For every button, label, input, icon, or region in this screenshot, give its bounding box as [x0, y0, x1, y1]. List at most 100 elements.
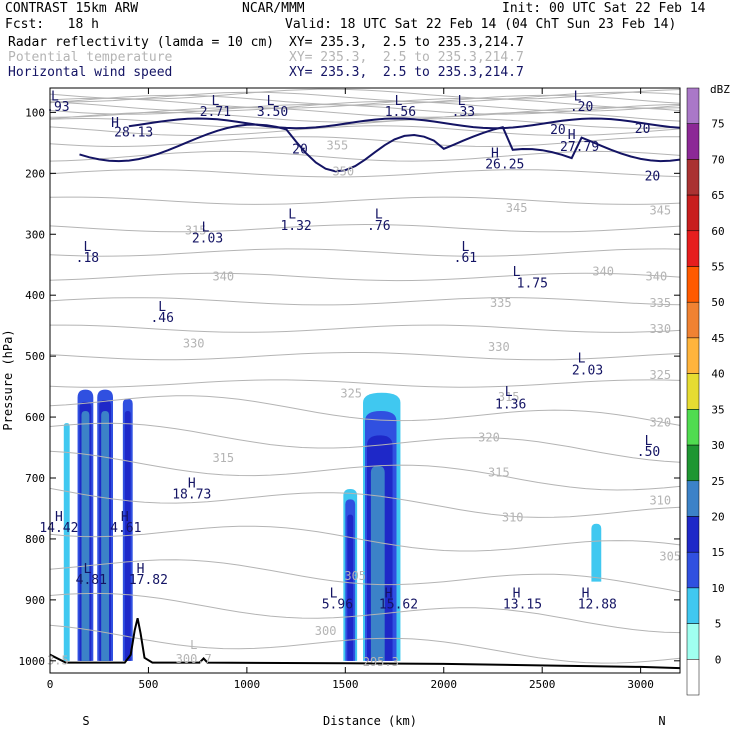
wind-label-49: 4.81 — [76, 573, 107, 588]
wind-label-27: 2.03 — [192, 232, 223, 247]
wind-label-8: L — [395, 94, 403, 109]
theta-isentrope-15 — [50, 248, 680, 257]
theta-isentrope-22 — [50, 422, 680, 463]
theta-isentrope-10 — [50, 136, 680, 148]
x-tick-label-2000: 2000 — [431, 678, 458, 691]
reflectivity-cell-15 — [370, 465, 385, 661]
wind-label-55: 15.62 — [379, 597, 418, 612]
wind-label-17: 20 — [635, 122, 651, 137]
colorbar-label-65: 65 — [711, 189, 724, 202]
theta-label-9: 335 — [649, 296, 671, 310]
colorbar-swatch-6 — [686, 301, 700, 339]
colorbar-label-60: 60 — [711, 225, 724, 238]
wind-contour-20 — [79, 123, 680, 173]
theta-label-11: 330 — [488, 340, 510, 354]
y-tick-label-700: 700 — [25, 472, 45, 485]
colorbar-swatch-13 — [686, 551, 700, 589]
wind-label-0: L — [51, 90, 59, 105]
y-tick-label-400: 400 — [25, 289, 45, 302]
field-xy-reflectivity: XY= 235.3, 2.5 to 235.3,214.7 — [289, 35, 524, 50]
init-time: Init: 00 UTC Sat 22 Feb 14 — [502, 1, 706, 16]
colorbar-label-5: 5 — [715, 618, 722, 631]
theta-label-1: 350 — [332, 165, 354, 179]
theta-label-2: 345 — [506, 201, 528, 215]
theta-label-10: 330 — [183, 336, 205, 350]
valid-time: Valid: 18 UTC Sat 22 Feb 14 (04 ChT Sun … — [285, 17, 677, 32]
wind-label-15: H — [568, 128, 576, 143]
colorbar-label-25: 25 — [711, 475, 724, 488]
theta-label-16: 320 — [649, 416, 671, 430]
wind-label-11: .33 — [452, 105, 475, 120]
wind-label-52: L — [330, 586, 338, 601]
x-tick-label-2500: 2500 — [529, 678, 556, 691]
theta-label-23: 305 — [344, 569, 366, 583]
colorbar-label-70: 70 — [711, 153, 724, 166]
reflectivity-cell-0 — [63, 423, 70, 661]
wind-label-53: 5.96 — [322, 597, 353, 612]
wind-label-43: 18.73 — [172, 488, 211, 503]
wind-label-22: L — [288, 207, 296, 222]
theta-isentrope-2 — [50, 94, 680, 106]
axes: 0 500 1000 1500 2000 2500 3000 100 200 300 400 500 6… — [19, 88, 680, 691]
theta-isentrope-28 — [50, 624, 680, 664]
colorbar-label-55: 55 — [711, 261, 724, 274]
theta-isentrope-13 — [50, 196, 680, 205]
wind-label-47: 4.61 — [110, 521, 141, 536]
theta-isentrope-12 — [50, 169, 680, 178]
colorbar-swatch-12 — [686, 516, 700, 553]
theta-label-22: 305 — [659, 550, 681, 564]
wind-label-18: H — [491, 146, 499, 161]
wind-label-39: 1.36 — [495, 397, 526, 412]
colorbar-unit: dBZ — [710, 83, 730, 96]
theta-label-19: 315 — [488, 466, 510, 480]
colorbar-swatch-11 — [686, 480, 700, 517]
theta-label-7: 340 — [646, 269, 668, 283]
wind-label-16: 27.79 — [560, 140, 599, 155]
colorbar-label-20: 20 — [711, 511, 724, 524]
colorbar-label-0: 0 — [715, 653, 722, 666]
y-tick-label-1000: 1000 — [19, 655, 46, 668]
theta-isentrope-1 — [50, 91, 680, 103]
wind-label-7: 3.50 — [257, 105, 288, 120]
theta-isentrope-5 — [50, 103, 680, 115]
colorbar-swatch-2 — [686, 159, 700, 196]
theta-label-17: 320 — [478, 430, 500, 444]
wind-label-1: .93 — [46, 100, 69, 115]
wind-label-9: 1.56 — [385, 105, 416, 120]
wind-label-21: 20 — [292, 143, 308, 158]
theta-isentrope-20 — [50, 379, 680, 388]
colorbar-label-35: 35 — [711, 403, 724, 416]
theta-isentrope-14 — [50, 223, 680, 233]
wind-label-20: 20 — [645, 170, 661, 185]
colorbar-label-10: 10 — [711, 582, 724, 595]
wind-label-37: 2.03 — [572, 363, 603, 378]
wind-contour-upper — [128, 117, 680, 130]
y-tick-label-600: 600 — [25, 411, 45, 424]
reflectivity-layer — [63, 389, 602, 661]
wind-label-44: H — [55, 510, 63, 525]
colorbar-label-50: 50 — [711, 296, 724, 309]
theta-label-8: 335 — [490, 296, 512, 310]
wind-label-3: 28.13 — [114, 126, 153, 141]
wind-label-28: L — [83, 240, 91, 255]
colorbar-swatch-1 — [686, 123, 700, 160]
theta-isentrope-3 — [50, 97, 680, 109]
model-name: CONTRAST 15km ARW — [5, 1, 139, 16]
wind-label-31: .61 — [454, 251, 477, 266]
wind-label-35: .46 — [150, 311, 173, 326]
wind-contours — [79, 117, 680, 173]
theta-label-15: 315 — [498, 390, 520, 404]
y-tick-label-100: 100 — [25, 106, 45, 119]
x-tick-label-3000: 3000 — [627, 678, 654, 691]
wind-label-30: L — [461, 240, 469, 255]
wind-label-13: .20 — [570, 100, 593, 115]
forecast-hour: Fcst: 18 h — [5, 17, 99, 32]
theta-label-13: 325 — [649, 368, 671, 382]
theta-isentrope-17 — [50, 297, 680, 306]
y-axis-label: Pressure (hPa) — [1, 329, 15, 430]
wind-label-46: H — [121, 510, 129, 525]
wind-label-4: L — [211, 94, 219, 109]
field-label-theta: Potential temperature — [8, 50, 173, 65]
wind-label-6: L — [267, 94, 275, 109]
